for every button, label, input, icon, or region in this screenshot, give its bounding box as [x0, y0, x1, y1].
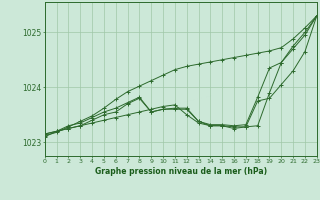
X-axis label: Graphe pression niveau de la mer (hPa): Graphe pression niveau de la mer (hPa): [95, 167, 267, 176]
